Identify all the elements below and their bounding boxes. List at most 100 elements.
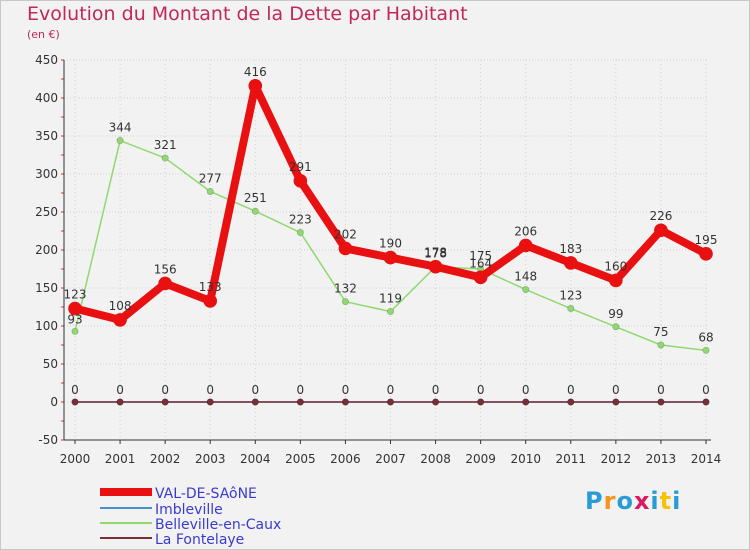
data-point [206,187,214,195]
y-tick-label: -50 [38,433,58,447]
data-point [341,298,349,306]
x-tick-label: 2003 [195,452,226,466]
data-label: 277 [199,171,222,185]
data-label: 133 [199,280,222,294]
data-label: 0 [342,383,350,397]
data-label: 178 [424,247,447,261]
data-point [654,223,668,238]
data-point [161,398,169,406]
x-tick-label: 2007 [375,452,406,466]
y-tick-label: 100 [35,319,58,333]
data-label: 160 [604,259,627,273]
data-point [702,398,710,406]
y-tick-label: 300 [35,167,58,181]
data-point [518,238,533,253]
data-label: 148 [514,270,537,284]
data-point [113,313,127,327]
data-label: 132 [334,282,357,296]
data-point [386,308,394,316]
data-point [657,341,665,349]
data-label: 321 [154,138,177,152]
legend-label: VAL-DE-SAôNE [155,486,257,502]
y-tick-label: 350 [35,129,58,143]
data-point [71,327,79,335]
data-label: 0 [522,383,530,397]
data-point [158,276,172,291]
data-point [68,301,82,316]
logo-letter: i [650,487,660,515]
proxiti-logo: Proxiti [585,487,681,515]
x-tick-label: 2001 [105,452,136,466]
y-tick-label: 250 [35,205,58,219]
data-label: 416 [244,65,267,79]
logo-letter: x [633,487,651,515]
data-point [522,286,530,294]
data-point [296,229,304,237]
data-label: 0 [432,383,440,397]
logo-letter: P [585,487,604,515]
data-label: 291 [289,160,312,174]
data-point [477,398,485,406]
data-label: 0 [206,383,214,397]
y-tick-label: 450 [35,53,58,67]
data-label: 178 [424,246,447,260]
x-tick-label: 2013 [646,452,677,466]
data-point [116,398,124,406]
data-point [702,346,710,354]
data-point [612,323,620,331]
data-point [612,398,620,406]
data-label: 156 [154,262,177,276]
data-point [251,207,259,215]
y-tick-label: 150 [35,281,58,295]
x-tick-label: 2002 [150,452,181,466]
data-label: 0 [657,383,665,397]
logo-letter: i [672,487,682,515]
data-label: 0 [567,383,575,397]
chart-title: Evolution du Montant de la Dette par Hab… [27,3,468,25]
data-label: 223 [289,213,312,227]
data-label: 0 [612,383,620,397]
data-label: 0 [702,383,710,397]
data-point [161,154,169,162]
x-tick-label: 2012 [601,452,632,466]
data-label: 99 [608,307,623,321]
data-point [609,273,623,288]
data-point [71,398,79,406]
x-tick-label: 2000 [60,452,91,466]
y-tick-label: 200 [35,243,58,257]
data-label: 68 [698,330,713,344]
data-label: 164 [469,256,492,270]
data-label: 0 [71,383,79,397]
data-point [341,398,349,406]
data-label: 108 [109,299,132,313]
data-point [522,398,530,406]
data-label: 75 [653,325,668,339]
logo-letter: r [603,487,617,515]
x-tick-label: 2008 [420,452,451,466]
data-label: 123 [64,288,87,302]
y-tick-label: 50 [43,357,58,371]
y-tick-label: 0 [50,395,58,409]
data-point [386,398,394,406]
data-point [293,174,308,188]
data-point [296,398,304,406]
data-label: 0 [477,383,485,397]
data-point [251,398,259,406]
x-tick-label: 2009 [465,452,496,466]
data-label: 123 [559,289,582,303]
x-tick-label: 2014 [691,452,722,466]
data-point [567,305,575,313]
data-point [116,137,124,145]
data-label: 0 [387,383,395,397]
data-label: 175 [469,249,492,263]
data-point [473,270,488,285]
data-point [203,294,218,308]
data-label: 0 [251,383,259,397]
x-tick-label: 2010 [510,452,541,466]
data-point [567,398,575,406]
data-label: 183 [559,242,582,256]
data-label: 195 [695,233,718,247]
data-label: 202 [334,227,357,241]
data-point [699,247,713,261]
y-tick-label: 400 [35,91,58,105]
